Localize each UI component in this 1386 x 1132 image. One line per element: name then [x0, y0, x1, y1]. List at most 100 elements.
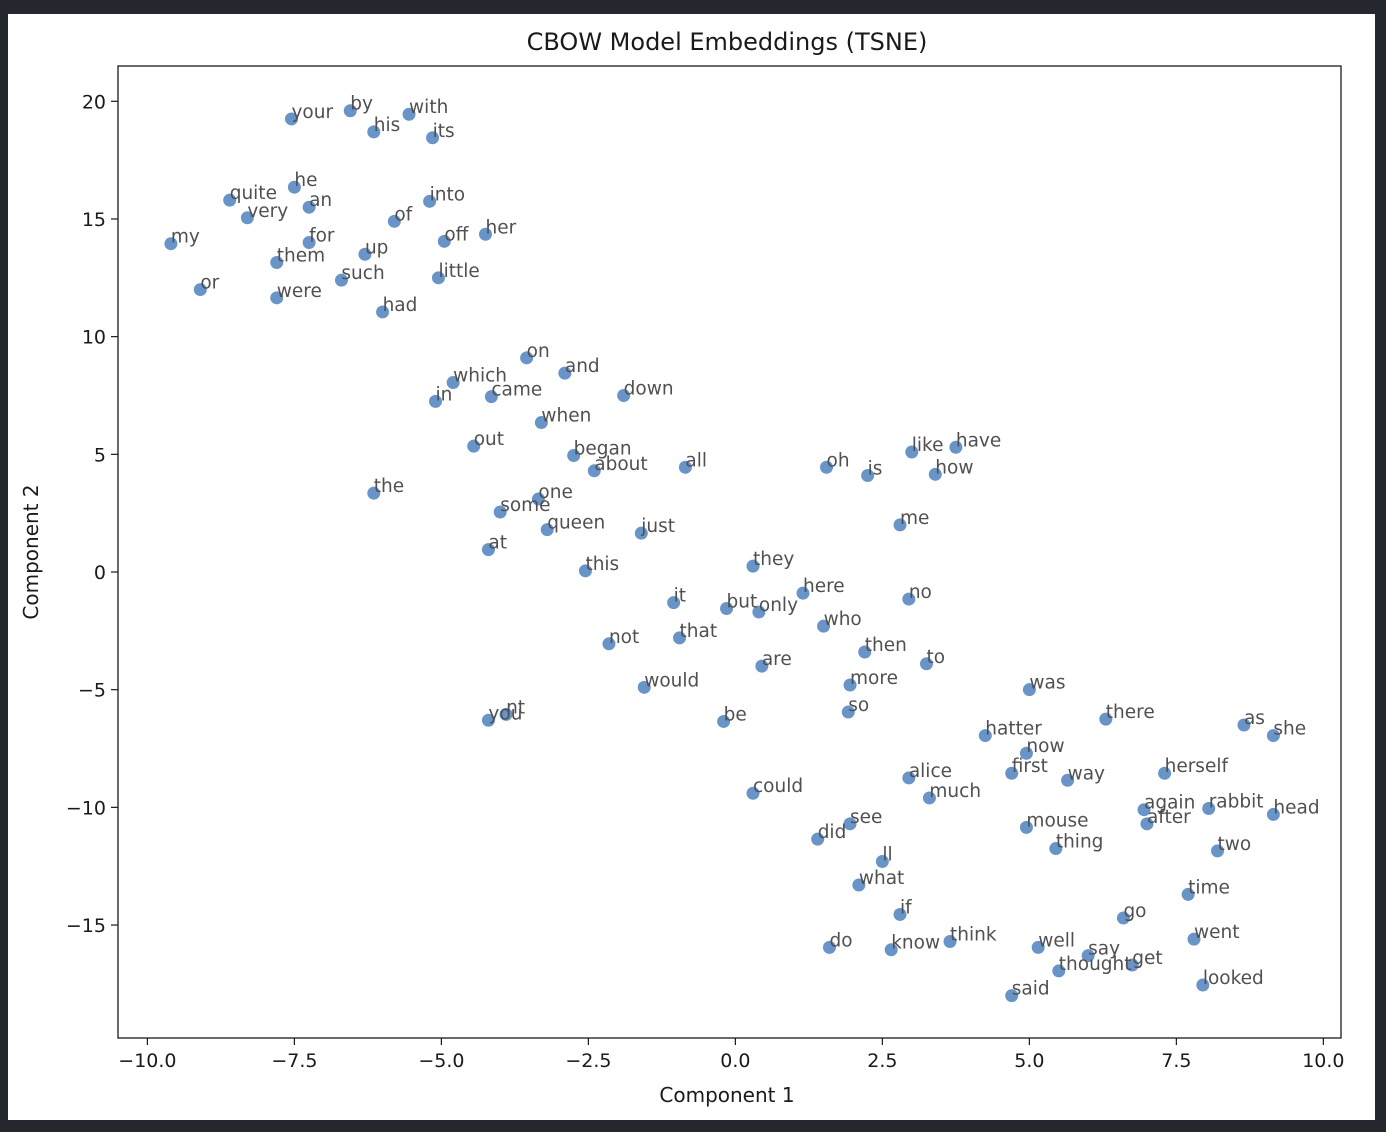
x-tick-label: 7.5	[1161, 1050, 1191, 1072]
point-label-and: and	[565, 356, 600, 377]
x-tick-label: −2.5	[565, 1050, 611, 1072]
point-one	[531, 492, 545, 506]
point-alice	[902, 771, 916, 785]
point-so	[841, 705, 855, 719]
point-label-in: in	[436, 384, 453, 405]
point-who	[817, 619, 831, 633]
point-go	[1116, 911, 1130, 925]
point-label-or: or	[200, 273, 219, 294]
point-label-so: so	[848, 695, 869, 716]
point-think	[943, 935, 957, 949]
point-some	[493, 505, 507, 519]
x-tick-label: −5.0	[418, 1050, 464, 1072]
point-label-them: them	[277, 246, 325, 267]
point-an	[302, 200, 316, 214]
point-label-was: was	[1029, 673, 1065, 694]
point-label-much: much	[929, 781, 981, 802]
point-label-an: an	[309, 190, 332, 211]
point-label-way: way	[1068, 763, 1105, 784]
point-label-down: down	[624, 378, 674, 399]
point-or	[193, 283, 207, 297]
point-then	[858, 645, 872, 659]
point-label-when: when	[541, 406, 591, 427]
point-is	[861, 469, 875, 483]
point-label-my: my	[171, 227, 200, 248]
point-by	[343, 104, 357, 118]
point-label-have: have	[956, 430, 1001, 451]
point-label-but: but	[727, 591, 758, 612]
point-label-not: not	[609, 627, 639, 648]
point-here	[796, 586, 810, 600]
point-looked	[1196, 978, 1210, 992]
point-oh	[820, 460, 834, 474]
point-label-one: one	[538, 482, 572, 503]
point-no	[902, 592, 916, 606]
point-not	[602, 637, 616, 651]
x-tick-label: 5.0	[1014, 1050, 1044, 1072]
point-label-did: did	[818, 822, 847, 843]
point-when	[534, 416, 548, 430]
point-thing	[1049, 842, 1063, 856]
point-that	[673, 631, 687, 645]
point-there	[1099, 712, 1113, 726]
point-her	[478, 227, 492, 241]
point-label-see: see	[850, 807, 882, 828]
point-rabbit	[1202, 802, 1216, 816]
point-said	[1005, 989, 1019, 1003]
point-came	[484, 390, 498, 404]
point-label-get: get	[1132, 948, 1162, 969]
point-on	[520, 351, 534, 365]
point-label-more: more	[850, 668, 898, 689]
point-label-if: if	[900, 897, 912, 918]
point-it	[667, 596, 681, 610]
point-label-its: its	[433, 121, 455, 142]
point-label-for: for	[309, 226, 335, 247]
point-label-head: head	[1273, 797, 1319, 818]
point-label-nt: nt	[506, 697, 525, 718]
y-tick-label: 15	[82, 209, 106, 231]
point-more	[843, 678, 857, 692]
point-my	[164, 237, 178, 251]
point-at	[481, 543, 495, 557]
point-label-mouse: mouse	[1026, 810, 1088, 831]
point-out	[467, 439, 481, 453]
point-label-alice: alice	[909, 761, 952, 782]
point-was	[1022, 683, 1036, 697]
point-have	[949, 440, 963, 454]
point-label-it: it	[674, 586, 686, 607]
point-them	[270, 256, 284, 270]
point-but	[720, 601, 734, 615]
point-could	[746, 786, 760, 800]
point-label-thought: thought	[1059, 954, 1132, 975]
point-label-into: into	[430, 184, 465, 205]
point-label-at: at	[488, 533, 507, 554]
point-see	[843, 817, 857, 831]
point-would	[637, 680, 651, 694]
point-label-she: she	[1273, 719, 1306, 740]
point-well	[1031, 940, 1045, 954]
point-this	[578, 564, 592, 578]
point-only	[752, 605, 766, 619]
point-he	[287, 180, 301, 194]
point-into	[423, 194, 437, 208]
point-had	[376, 305, 390, 319]
point-label-said: said	[1012, 979, 1050, 1000]
point-label-think: think	[950, 925, 997, 946]
point-nt	[499, 707, 513, 721]
point-label-is: is	[868, 459, 883, 480]
point-label-quite: quite	[230, 183, 277, 204]
point-label-went: went	[1194, 922, 1240, 943]
point-off	[437, 234, 451, 248]
point-for	[302, 236, 316, 250]
point-label-his: his	[374, 115, 401, 136]
point-and	[558, 366, 572, 380]
point-label-up: up	[365, 237, 388, 258]
point-label-little: little	[438, 261, 479, 282]
point-label-time: time	[1188, 877, 1230, 898]
point-label-like: like	[912, 435, 944, 456]
y-axis: 20 15 10 5 0 −5 −10 −15	[66, 91, 118, 937]
y-tick-label: 5	[94, 444, 106, 466]
chart-title: CBOW Model Embeddings (TSNE)	[527, 28, 928, 56]
point-label-had: had	[383, 295, 418, 316]
